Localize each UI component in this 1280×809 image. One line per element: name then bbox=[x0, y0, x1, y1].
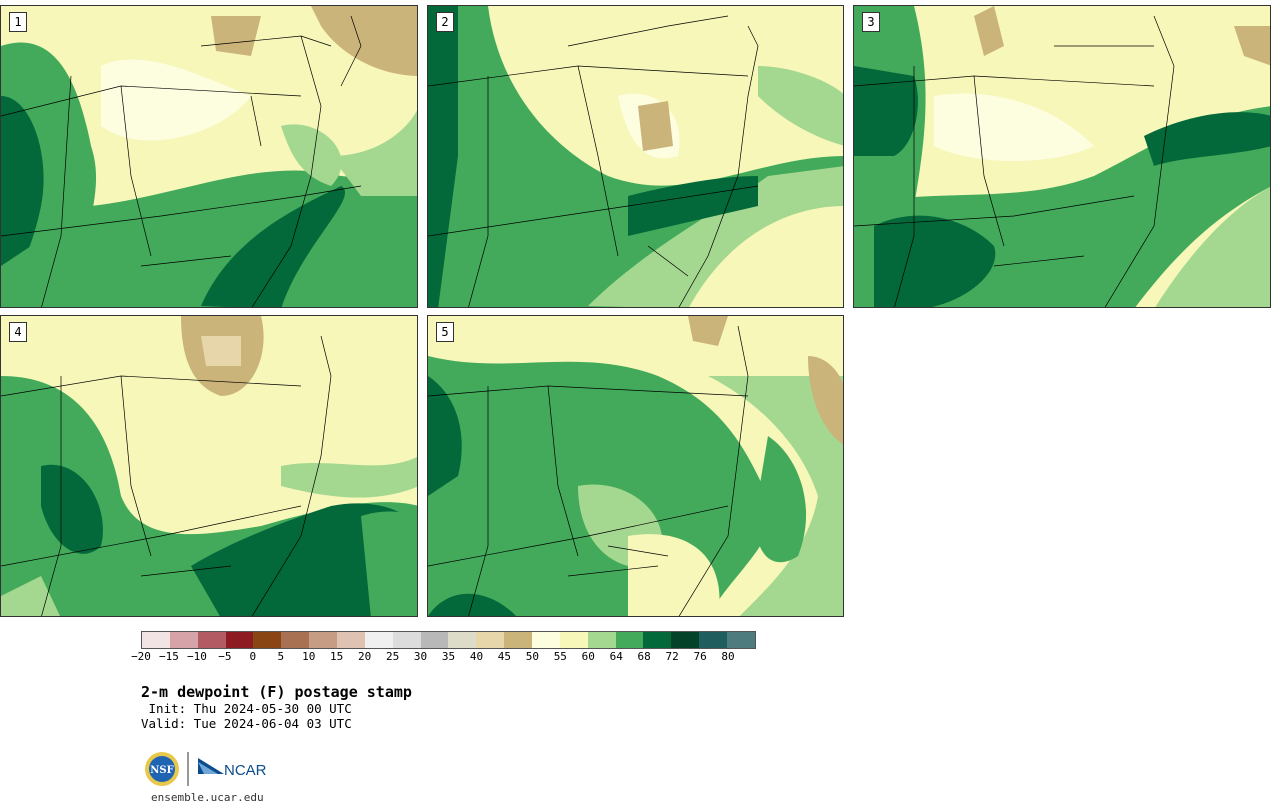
colorbar-swatch bbox=[532, 632, 560, 648]
colorbar-swatch bbox=[337, 632, 365, 648]
logos: NSF NCAR bbox=[144, 750, 274, 790]
map-panel-2: 2 bbox=[427, 5, 844, 308]
colorbar-tick-label: 10 bbox=[302, 650, 316, 663]
panel-label-2: 2 bbox=[436, 12, 454, 32]
colorbar-swatch bbox=[476, 632, 505, 648]
svg-text:NSF: NSF bbox=[150, 765, 173, 776]
colorbar-tick-label: 40 bbox=[469, 650, 484, 663]
colorbar-swatch bbox=[643, 632, 672, 648]
colorbar-swatch bbox=[587, 632, 616, 648]
colorbar-tick-label: 72 bbox=[665, 650, 679, 663]
dewpoint-map-2 bbox=[428, 6, 843, 307]
dewpoint-map-4 bbox=[1, 316, 417, 616]
colorbar-tick-label: 0 bbox=[249, 650, 257, 663]
panel-label-5: 5 bbox=[436, 322, 454, 342]
panel-label-4: 4 bbox=[9, 322, 27, 342]
colorbar-swatch bbox=[699, 632, 728, 648]
colorbar-tick-label: 25 bbox=[385, 650, 400, 663]
colorbar-tick-label: 5 bbox=[277, 650, 285, 663]
colorbar-swatch bbox=[309, 632, 338, 648]
colorbar-swatch bbox=[448, 632, 477, 648]
colorbar-tick-label: 55 bbox=[553, 650, 567, 663]
colorbar-swatch bbox=[253, 632, 282, 648]
colorbar-tick-label: −10 bbox=[186, 650, 207, 663]
site-url: ensemble.ucar.edu bbox=[151, 791, 264, 804]
map-panel-3: 3 bbox=[853, 5, 1271, 308]
init-time: Init: Thu 2024-05-30 00 UTC bbox=[141, 701, 352, 716]
colorbar-tick-label: 20 bbox=[358, 650, 372, 663]
colorbar-swatch bbox=[142, 632, 170, 648]
colorbar-swatch bbox=[225, 632, 254, 648]
map-panel-5: 5 bbox=[427, 315, 844, 617]
colorbar bbox=[141, 631, 756, 649]
colorbar-tick-label: 30 bbox=[413, 650, 428, 663]
colorbar-tick-label: 45 bbox=[497, 650, 512, 663]
colorbar-swatch bbox=[364, 632, 393, 648]
colorbar-tick-label: −20 bbox=[131, 650, 151, 663]
colorbar-swatch bbox=[559, 632, 588, 648]
map-title: 2-m dewpoint (F) postage stamp bbox=[141, 683, 412, 701]
colorbar-tick-label: 15 bbox=[330, 650, 344, 663]
valid-time: Valid: Tue 2024-06-04 03 UTC bbox=[141, 716, 352, 731]
svg-text:NCAR: NCAR bbox=[224, 762, 267, 779]
colorbar-tick-label: 68 bbox=[637, 650, 651, 663]
panel-label-3: 3 bbox=[862, 12, 880, 32]
colorbar-swatch bbox=[727, 632, 755, 648]
dewpoint-map-5 bbox=[428, 316, 843, 616]
colorbar-swatch bbox=[504, 632, 533, 648]
colorbar-tick-label: 64 bbox=[609, 650, 623, 663]
panel-label-1: 1 bbox=[9, 12, 27, 32]
nsf-logo-icon: NSF bbox=[145, 752, 179, 786]
map-panel-1: 1 bbox=[0, 5, 418, 308]
colorbar-swatch bbox=[169, 632, 198, 648]
dewpoint-map-1 bbox=[1, 6, 417, 307]
colorbar-swatch bbox=[615, 632, 644, 648]
colorbar-tick-label: 60 bbox=[581, 650, 595, 663]
colorbar-tick-label: 35 bbox=[441, 650, 456, 663]
colorbar-ticks: −20 −15 −10 −5 0 5 10 15 20 25 30 35 40 45 50 55 60 64 68 7… bbox=[131, 650, 756, 670]
dewpoint-map-3 bbox=[854, 6, 1270, 307]
ncar-logo-icon: NCAR bbox=[198, 758, 267, 779]
colorbar-swatch bbox=[671, 632, 700, 648]
colorbar-tick-label: 80 bbox=[721, 650, 735, 663]
map-panel-4: 4 bbox=[0, 315, 418, 617]
colorbar-swatch bbox=[420, 632, 449, 648]
colorbar-tick-label: −15 bbox=[159, 650, 179, 663]
colorbar-swatch bbox=[392, 632, 421, 648]
colorbar-tick-label: −5 bbox=[218, 650, 232, 663]
colorbar-swatch bbox=[197, 632, 226, 648]
colorbar-tick-label: 76 bbox=[693, 650, 707, 663]
colorbar-swatch bbox=[281, 632, 310, 648]
nsf-ncar-logo: NSF NCAR bbox=[145, 752, 267, 786]
colorbar-tick-label: 50 bbox=[525, 650, 539, 663]
